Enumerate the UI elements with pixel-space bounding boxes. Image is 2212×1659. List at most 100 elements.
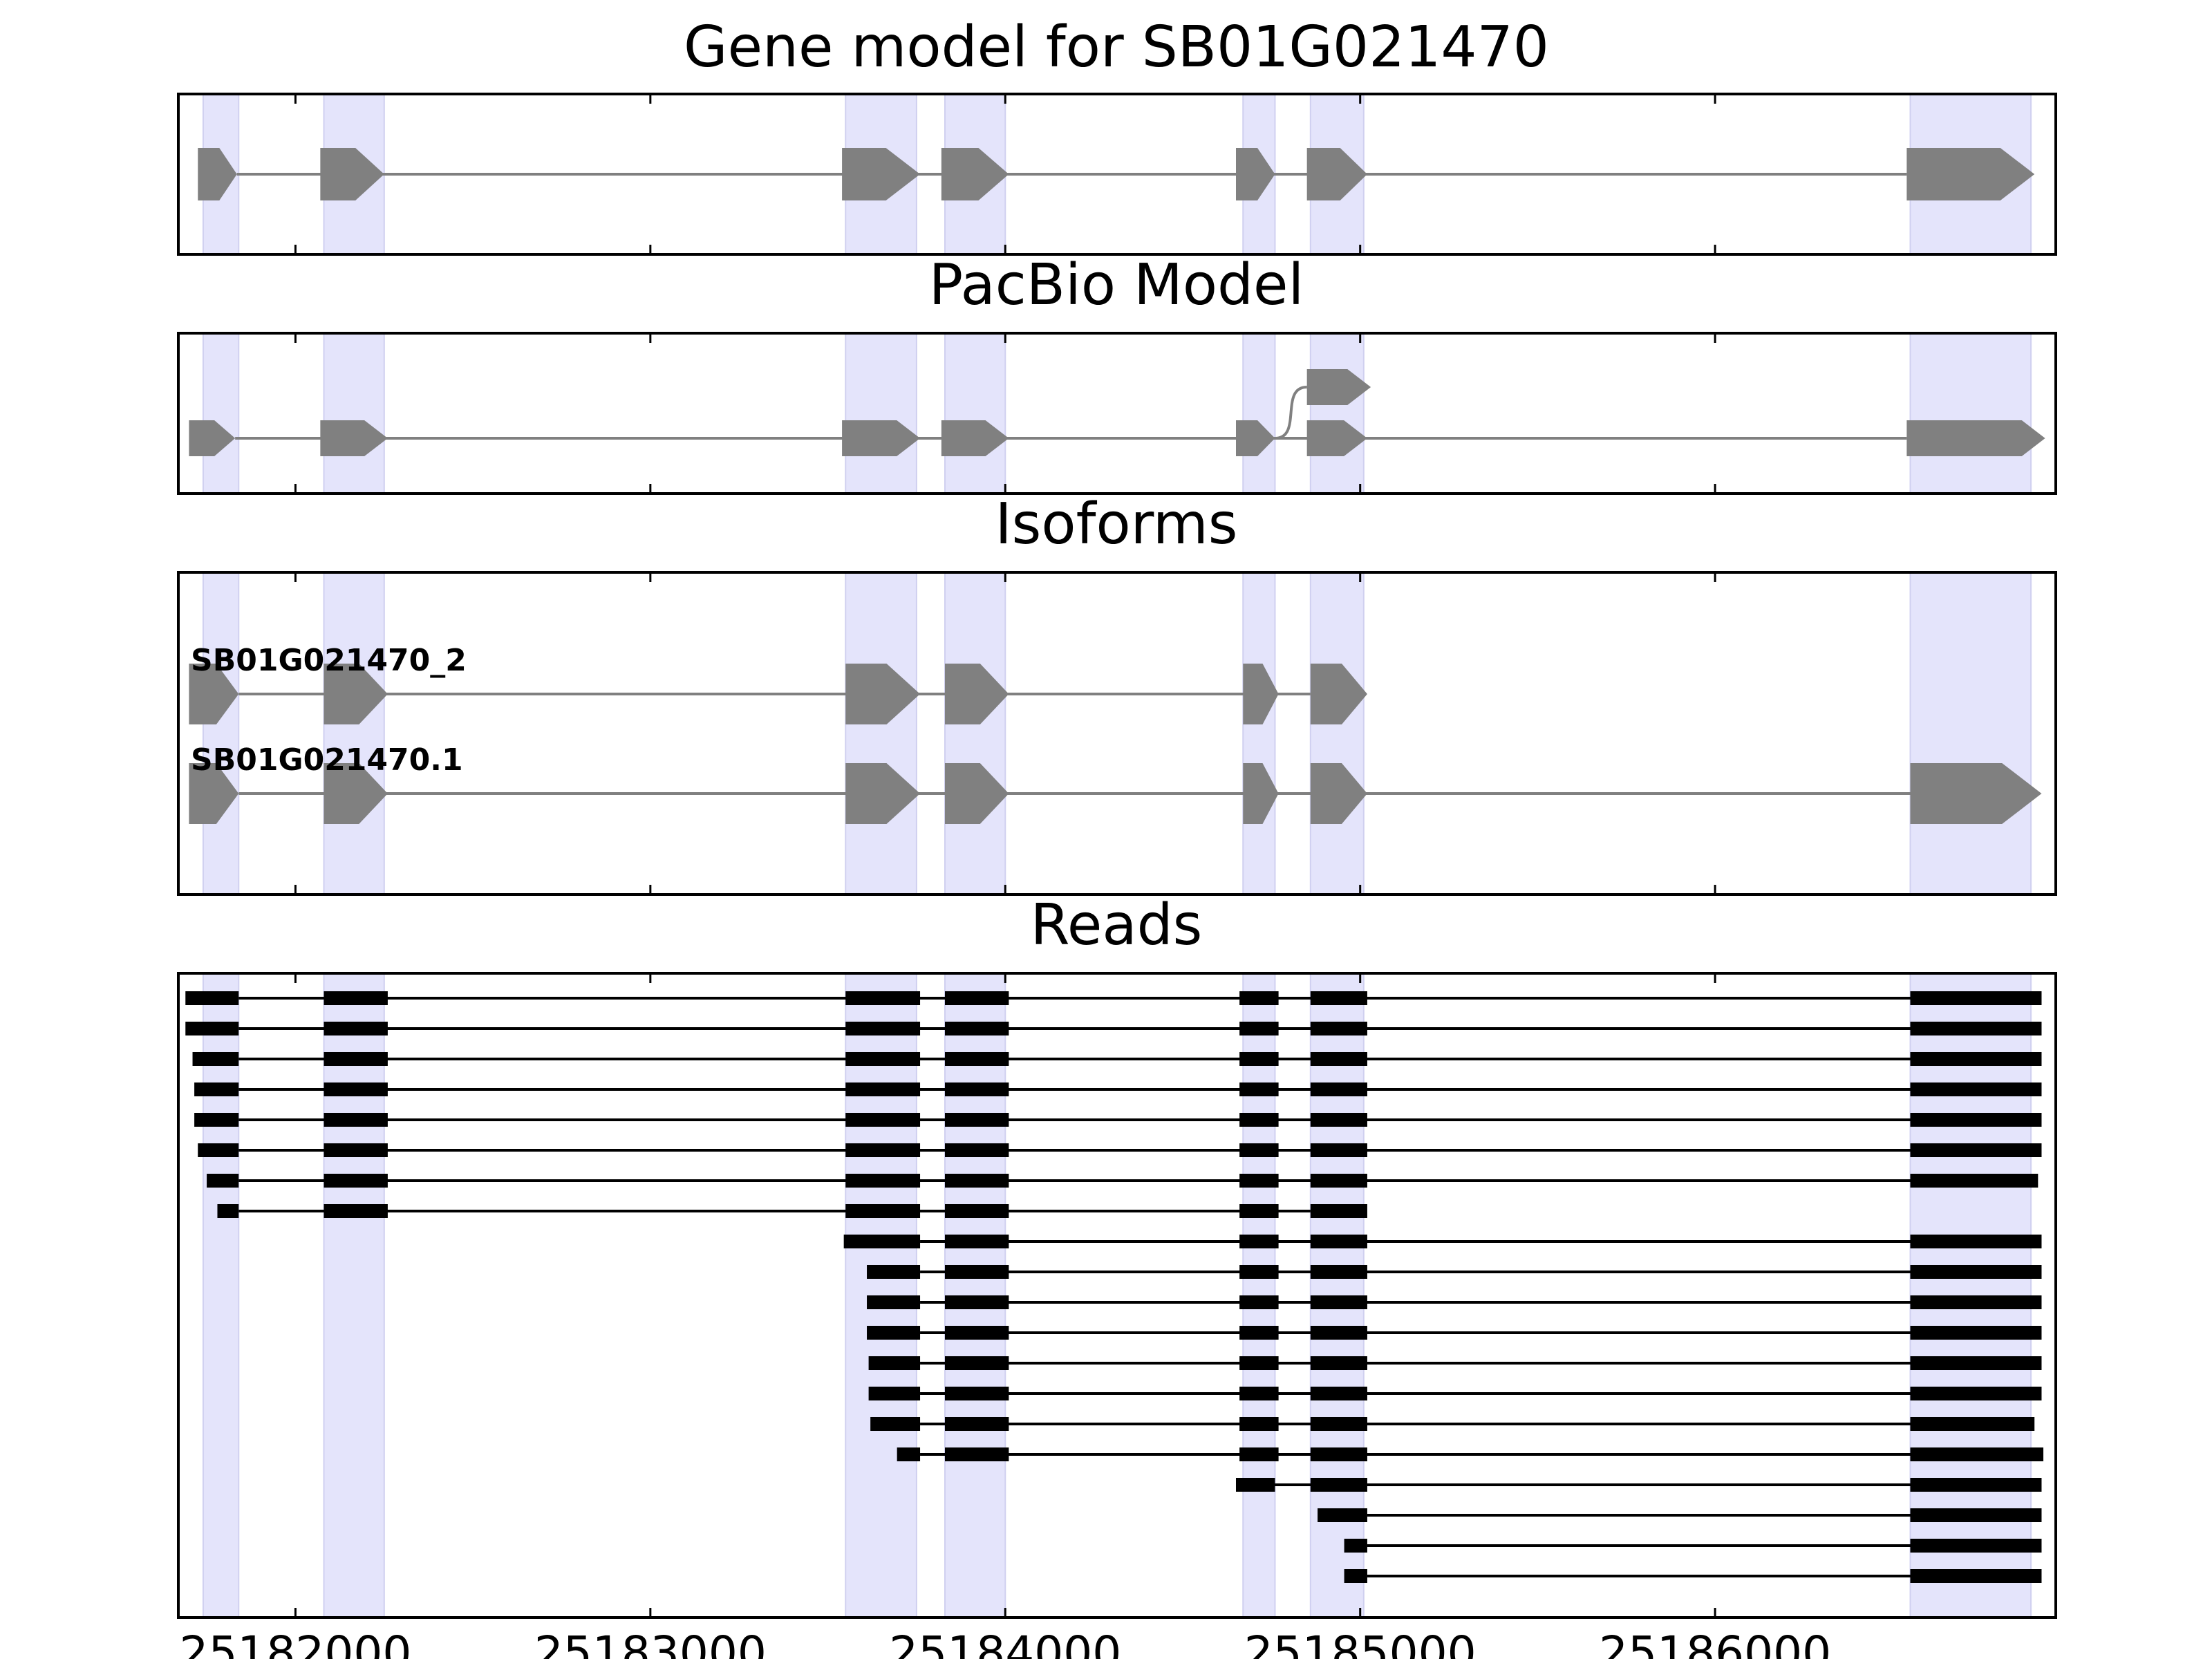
read-block [868, 1387, 921, 1400]
x-tick-label: 25186000 [1599, 1627, 1831, 1659]
read-block [194, 1082, 239, 1096]
highlight-region [845, 332, 917, 494]
read-block [1310, 1295, 1367, 1309]
track-layer [185, 991, 2044, 1583]
exon [189, 763, 239, 824]
read-block [1910, 991, 2042, 1005]
read-block [1310, 1417, 1367, 1431]
read-block [1239, 1235, 1279, 1248]
read-block [845, 1113, 921, 1127]
exon [941, 420, 1009, 456]
exon [845, 664, 921, 724]
read-block [944, 1113, 1009, 1127]
panel-gene-model: Gene model for SB01G021470 [177, 15, 2057, 256]
highlight-region [944, 332, 1006, 494]
exon [1910, 763, 2042, 824]
highlight-layer [202, 973, 2032, 1618]
highlight-layer [202, 572, 2032, 895]
read-block [1239, 1295, 1279, 1309]
read-block [207, 1174, 239, 1188]
exon [324, 664, 388, 724]
read-block [1310, 1447, 1367, 1461]
read-block [1239, 1174, 1279, 1188]
read-block [324, 1204, 388, 1218]
read-block [1310, 1235, 1367, 1248]
read-block [1239, 1052, 1279, 1066]
highlight-region [1309, 332, 1365, 494]
read-block [867, 1326, 921, 1340]
read-block [944, 1295, 1009, 1309]
exon [944, 763, 1009, 824]
read-block [868, 1356, 921, 1370]
read-block [1910, 1539, 2042, 1553]
x-axis: 25182000 25183000 25184000 25185000 2518… [179, 1627, 1831, 1659]
read-block [192, 1052, 239, 1066]
read-block [1910, 1447, 2044, 1461]
read-block [944, 1204, 1009, 1218]
read-block [194, 1113, 239, 1127]
highlight-region [1909, 572, 2032, 895]
read-block [845, 991, 921, 1005]
read-block [324, 1082, 388, 1096]
read-block [867, 1265, 921, 1279]
read-block [1910, 1478, 2042, 1492]
exon [1306, 420, 1367, 456]
read-block [324, 1022, 388, 1035]
read-block [324, 1113, 388, 1127]
read-block [944, 1082, 1009, 1096]
read-block [1910, 1082, 2042, 1096]
read-block [1310, 1265, 1367, 1279]
highlight-region [323, 572, 385, 895]
read-block [1344, 1569, 1367, 1583]
read-block [944, 1174, 1009, 1188]
read-block [1910, 1052, 2042, 1066]
x-tick-label: 25184000 [889, 1627, 1121, 1659]
exon [941, 148, 1009, 200]
read-block [1239, 1022, 1279, 1035]
read-block [1310, 1204, 1367, 1218]
read-block [845, 1022, 921, 1035]
read-block [944, 1235, 1009, 1248]
read-block [1239, 1447, 1279, 1461]
read-block [1310, 1082, 1367, 1096]
read-block [1239, 1417, 1279, 1431]
tick-layer [294, 94, 1716, 254]
read-block [867, 1295, 921, 1309]
branch-connector [1275, 386, 1307, 440]
exon [198, 148, 237, 200]
x-tick-label: 25185000 [1244, 1627, 1477, 1659]
exon [189, 664, 239, 724]
panel-frame [177, 972, 2057, 1619]
exon [320, 420, 388, 456]
read-block [1910, 1143, 2042, 1157]
read-block [944, 1387, 1009, 1400]
highlight-region [944, 572, 1006, 895]
read-block [843, 1235, 921, 1248]
read-block [1235, 1478, 1275, 1492]
read-block [324, 1052, 388, 1066]
highlight-region [202, 572, 240, 895]
panel-isoforms: Isoforms SB01G021470_2 SB01G021470.1 [177, 491, 2057, 896]
read-block [185, 1022, 239, 1035]
exon [1310, 664, 1367, 724]
x-tick-label: 25182000 [179, 1627, 411, 1659]
exon [324, 763, 388, 824]
read-block [1310, 1052, 1367, 1066]
read-block [944, 1022, 1009, 1035]
exon [944, 664, 1009, 724]
highlight-region [1309, 572, 1365, 895]
panel-frame [177, 93, 2057, 256]
exon [842, 420, 921, 456]
read-block [1310, 991, 1367, 1005]
read-block [1239, 1082, 1279, 1096]
read-block [185, 991, 239, 1005]
read-block [1310, 1143, 1367, 1157]
panel-frame [177, 332, 2057, 495]
read-block [1310, 1022, 1367, 1035]
read-block [1318, 1508, 1367, 1522]
read-block [1239, 1265, 1279, 1279]
read-block [1310, 1387, 1367, 1400]
highlight-region [202, 332, 240, 494]
read-block [1239, 1143, 1279, 1157]
